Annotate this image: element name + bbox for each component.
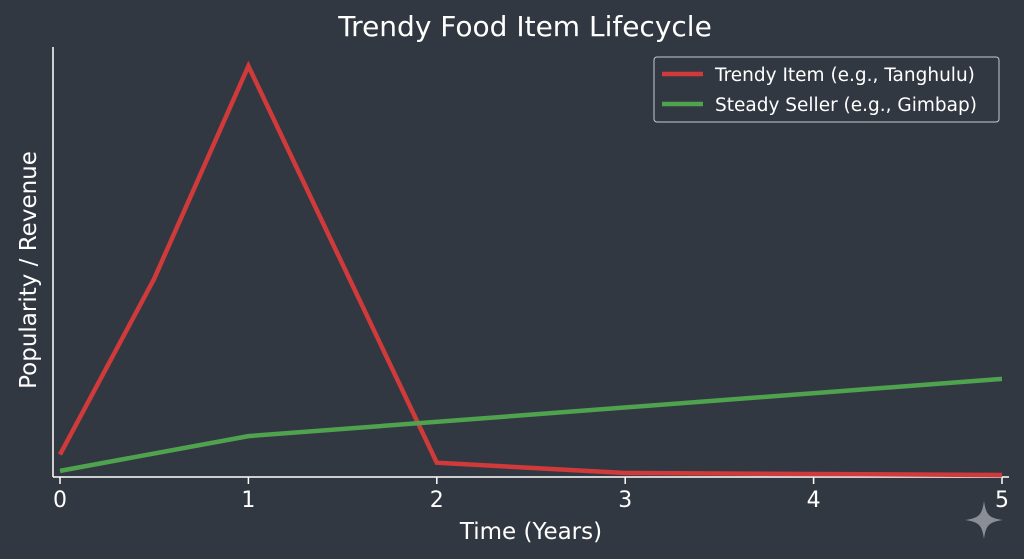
legend-box — [653, 56, 1000, 123]
series-line-1 — [59, 376, 1003, 474]
x-tick-label: 4 — [807, 488, 821, 513]
x-tick-label: 2 — [430, 488, 444, 513]
x-tick-label: 5 — [995, 488, 1009, 513]
legend-label-1: Steady Seller (e.g., Gimbap) — [715, 95, 977, 116]
x-tick-label: 3 — [618, 488, 632, 513]
x-axis-label: Time (Years) — [459, 519, 602, 545]
y-axis-label: Popularity / Revenue — [16, 151, 42, 389]
chart-title: Trendy Food Item Lifecycle — [337, 10, 712, 43]
x-tick-label: 1 — [241, 488, 255, 513]
series-line-0 — [58, 60, 1003, 478]
legend: Trendy Item (e.g., Tanghulu) Steady Selle… — [653, 56, 1000, 123]
x-tick-label: 0 — [53, 488, 67, 513]
legend-label-0: Trendy Item (e.g., Tanghulu) — [714, 65, 975, 86]
sparkle-icon — [965, 501, 1003, 539]
